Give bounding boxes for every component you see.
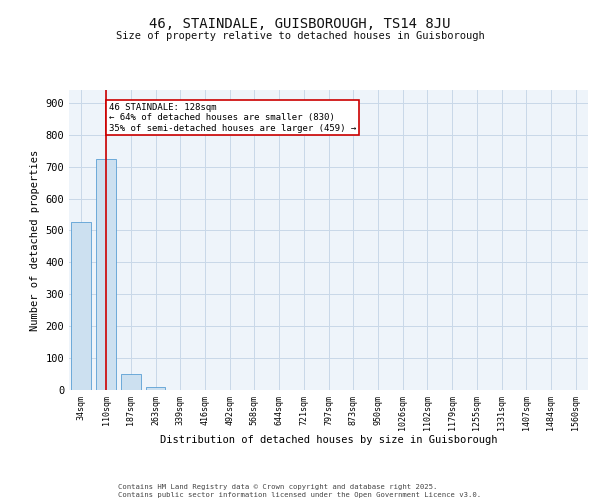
Bar	[146, 388, 166, 390]
Text: 46 STAINDALE: 128sqm
← 64% of detached houses are smaller (830)
35% of semi-deta: 46 STAINDALE: 128sqm ← 64% of detached h…	[109, 103, 356, 132]
Bar	[96, 158, 116, 390]
X-axis label: Distribution of detached houses by size in Guisborough: Distribution of detached houses by size …	[160, 436, 497, 446]
Bar	[121, 374, 140, 390]
Text: Contains HM Land Registry data © Crown copyright and database right 2025.
Contai: Contains HM Land Registry data © Crown c…	[118, 484, 482, 498]
Y-axis label: Number of detached properties: Number of detached properties	[30, 150, 40, 330]
Text: 46, STAINDALE, GUISBOROUGH, TS14 8JU: 46, STAINDALE, GUISBOROUGH, TS14 8JU	[149, 18, 451, 32]
Text: Size of property relative to detached houses in Guisborough: Size of property relative to detached ho…	[116, 31, 484, 41]
Bar	[71, 222, 91, 390]
